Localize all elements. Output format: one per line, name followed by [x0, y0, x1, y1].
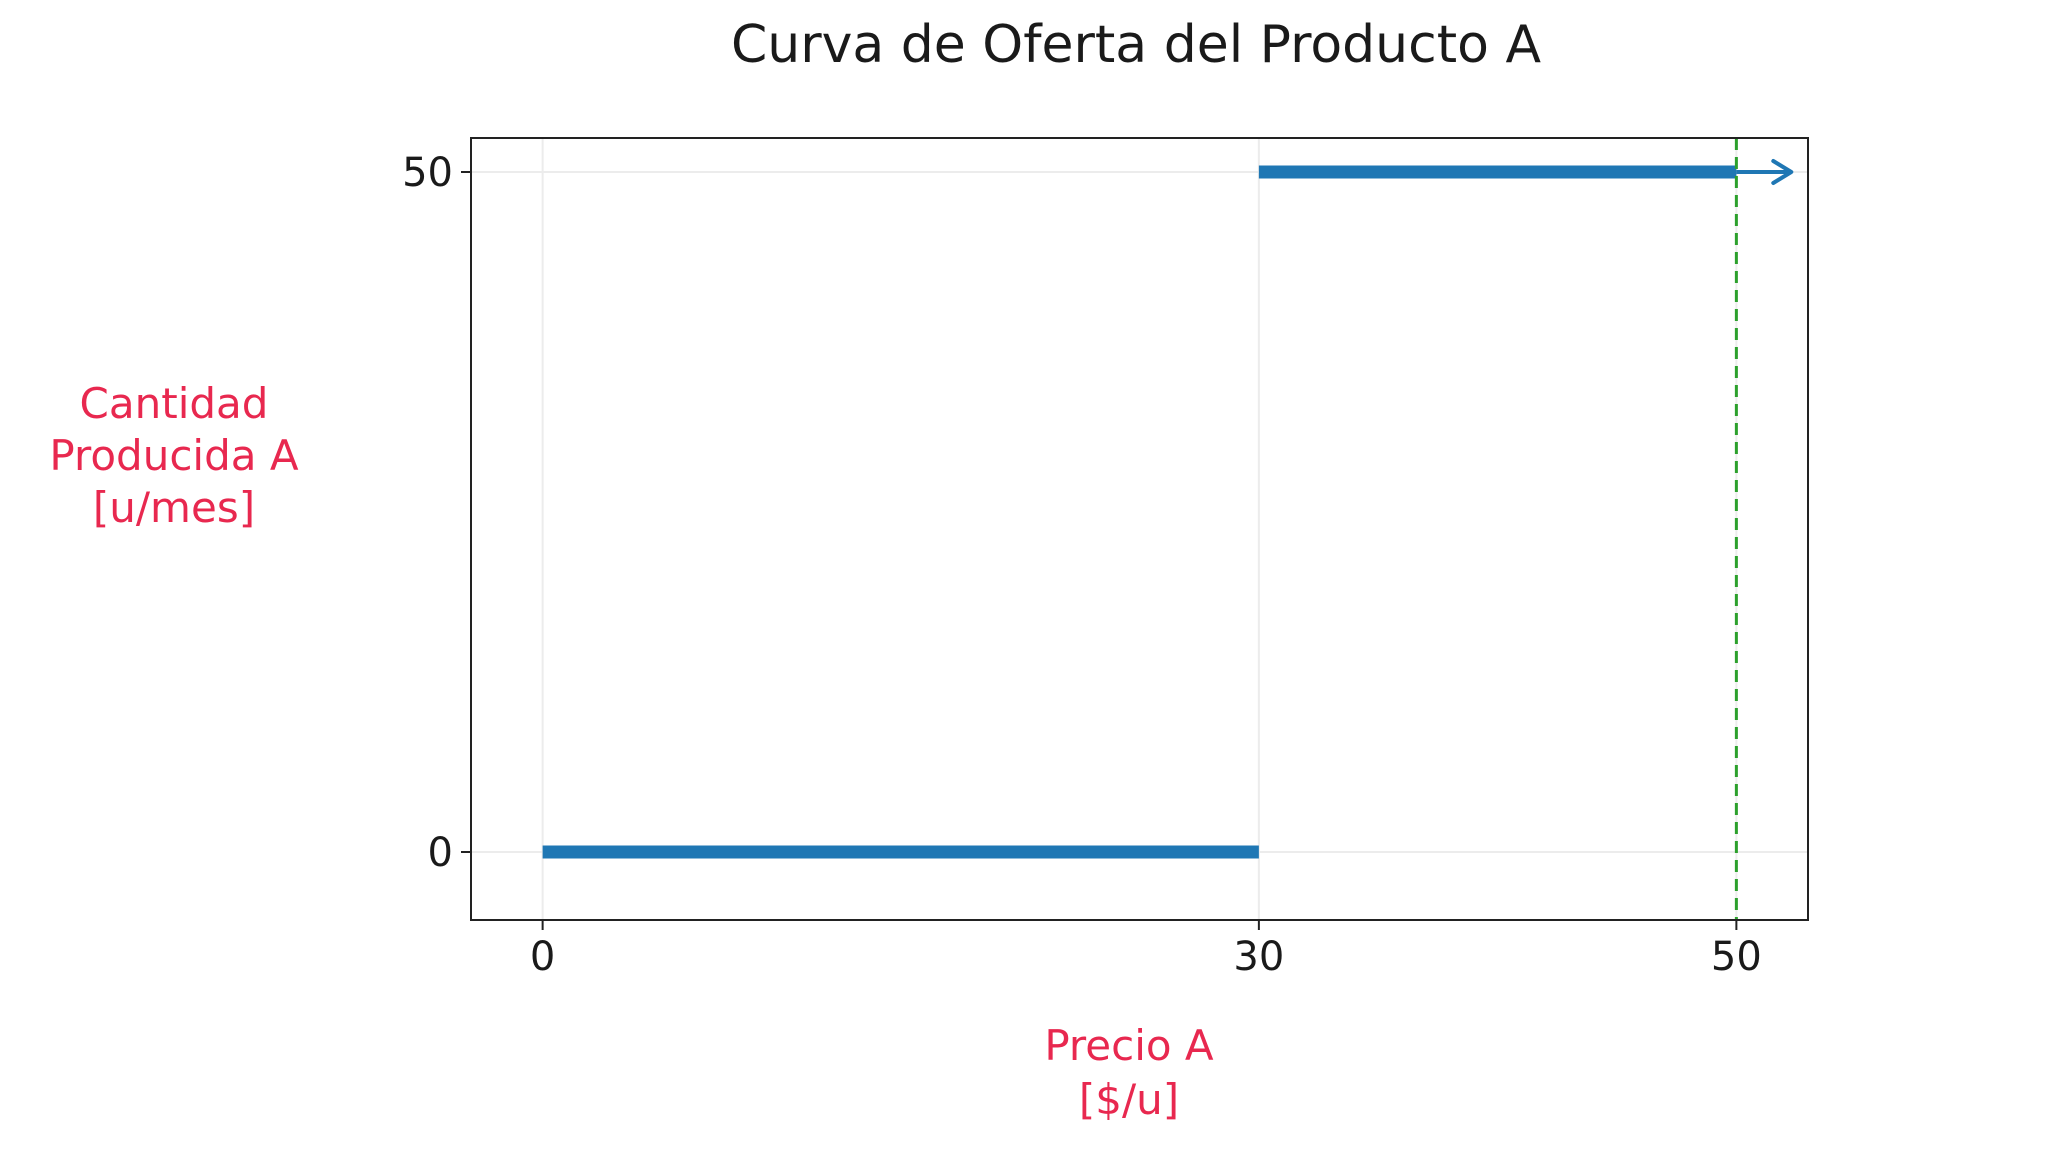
- x-axis-label-line: Precio A: [1044, 1021, 1214, 1070]
- plot-frame: [470, 137, 1809, 921]
- y-axis-label-line: [u/mes]: [93, 483, 255, 532]
- y-tick-label: 0: [428, 830, 453, 876]
- grid: [471, 138, 1808, 920]
- x-axis-label-line: [$/u]: [1079, 1075, 1179, 1124]
- x-tick-label: 50: [1711, 934, 1762, 980]
- x-axis-label: Precio A [$/u]: [1044, 1021, 1214, 1124]
- y-axis-label-line: Producida A: [49, 431, 298, 480]
- chart-title: Curva de Oferta del Producto A: [731, 15, 1541, 75]
- y-tick-label: 50: [402, 150, 453, 196]
- x-tick-label: 0: [530, 934, 555, 980]
- x-tick-label: 30: [1233, 934, 1284, 980]
- y-axis-label-line: Cantidad: [80, 379, 269, 428]
- plot-data: [542, 138, 1794, 920]
- ticks: 0 30 50 0 50: [402, 150, 1762, 980]
- arrow-head: [1771, 159, 1794, 185]
